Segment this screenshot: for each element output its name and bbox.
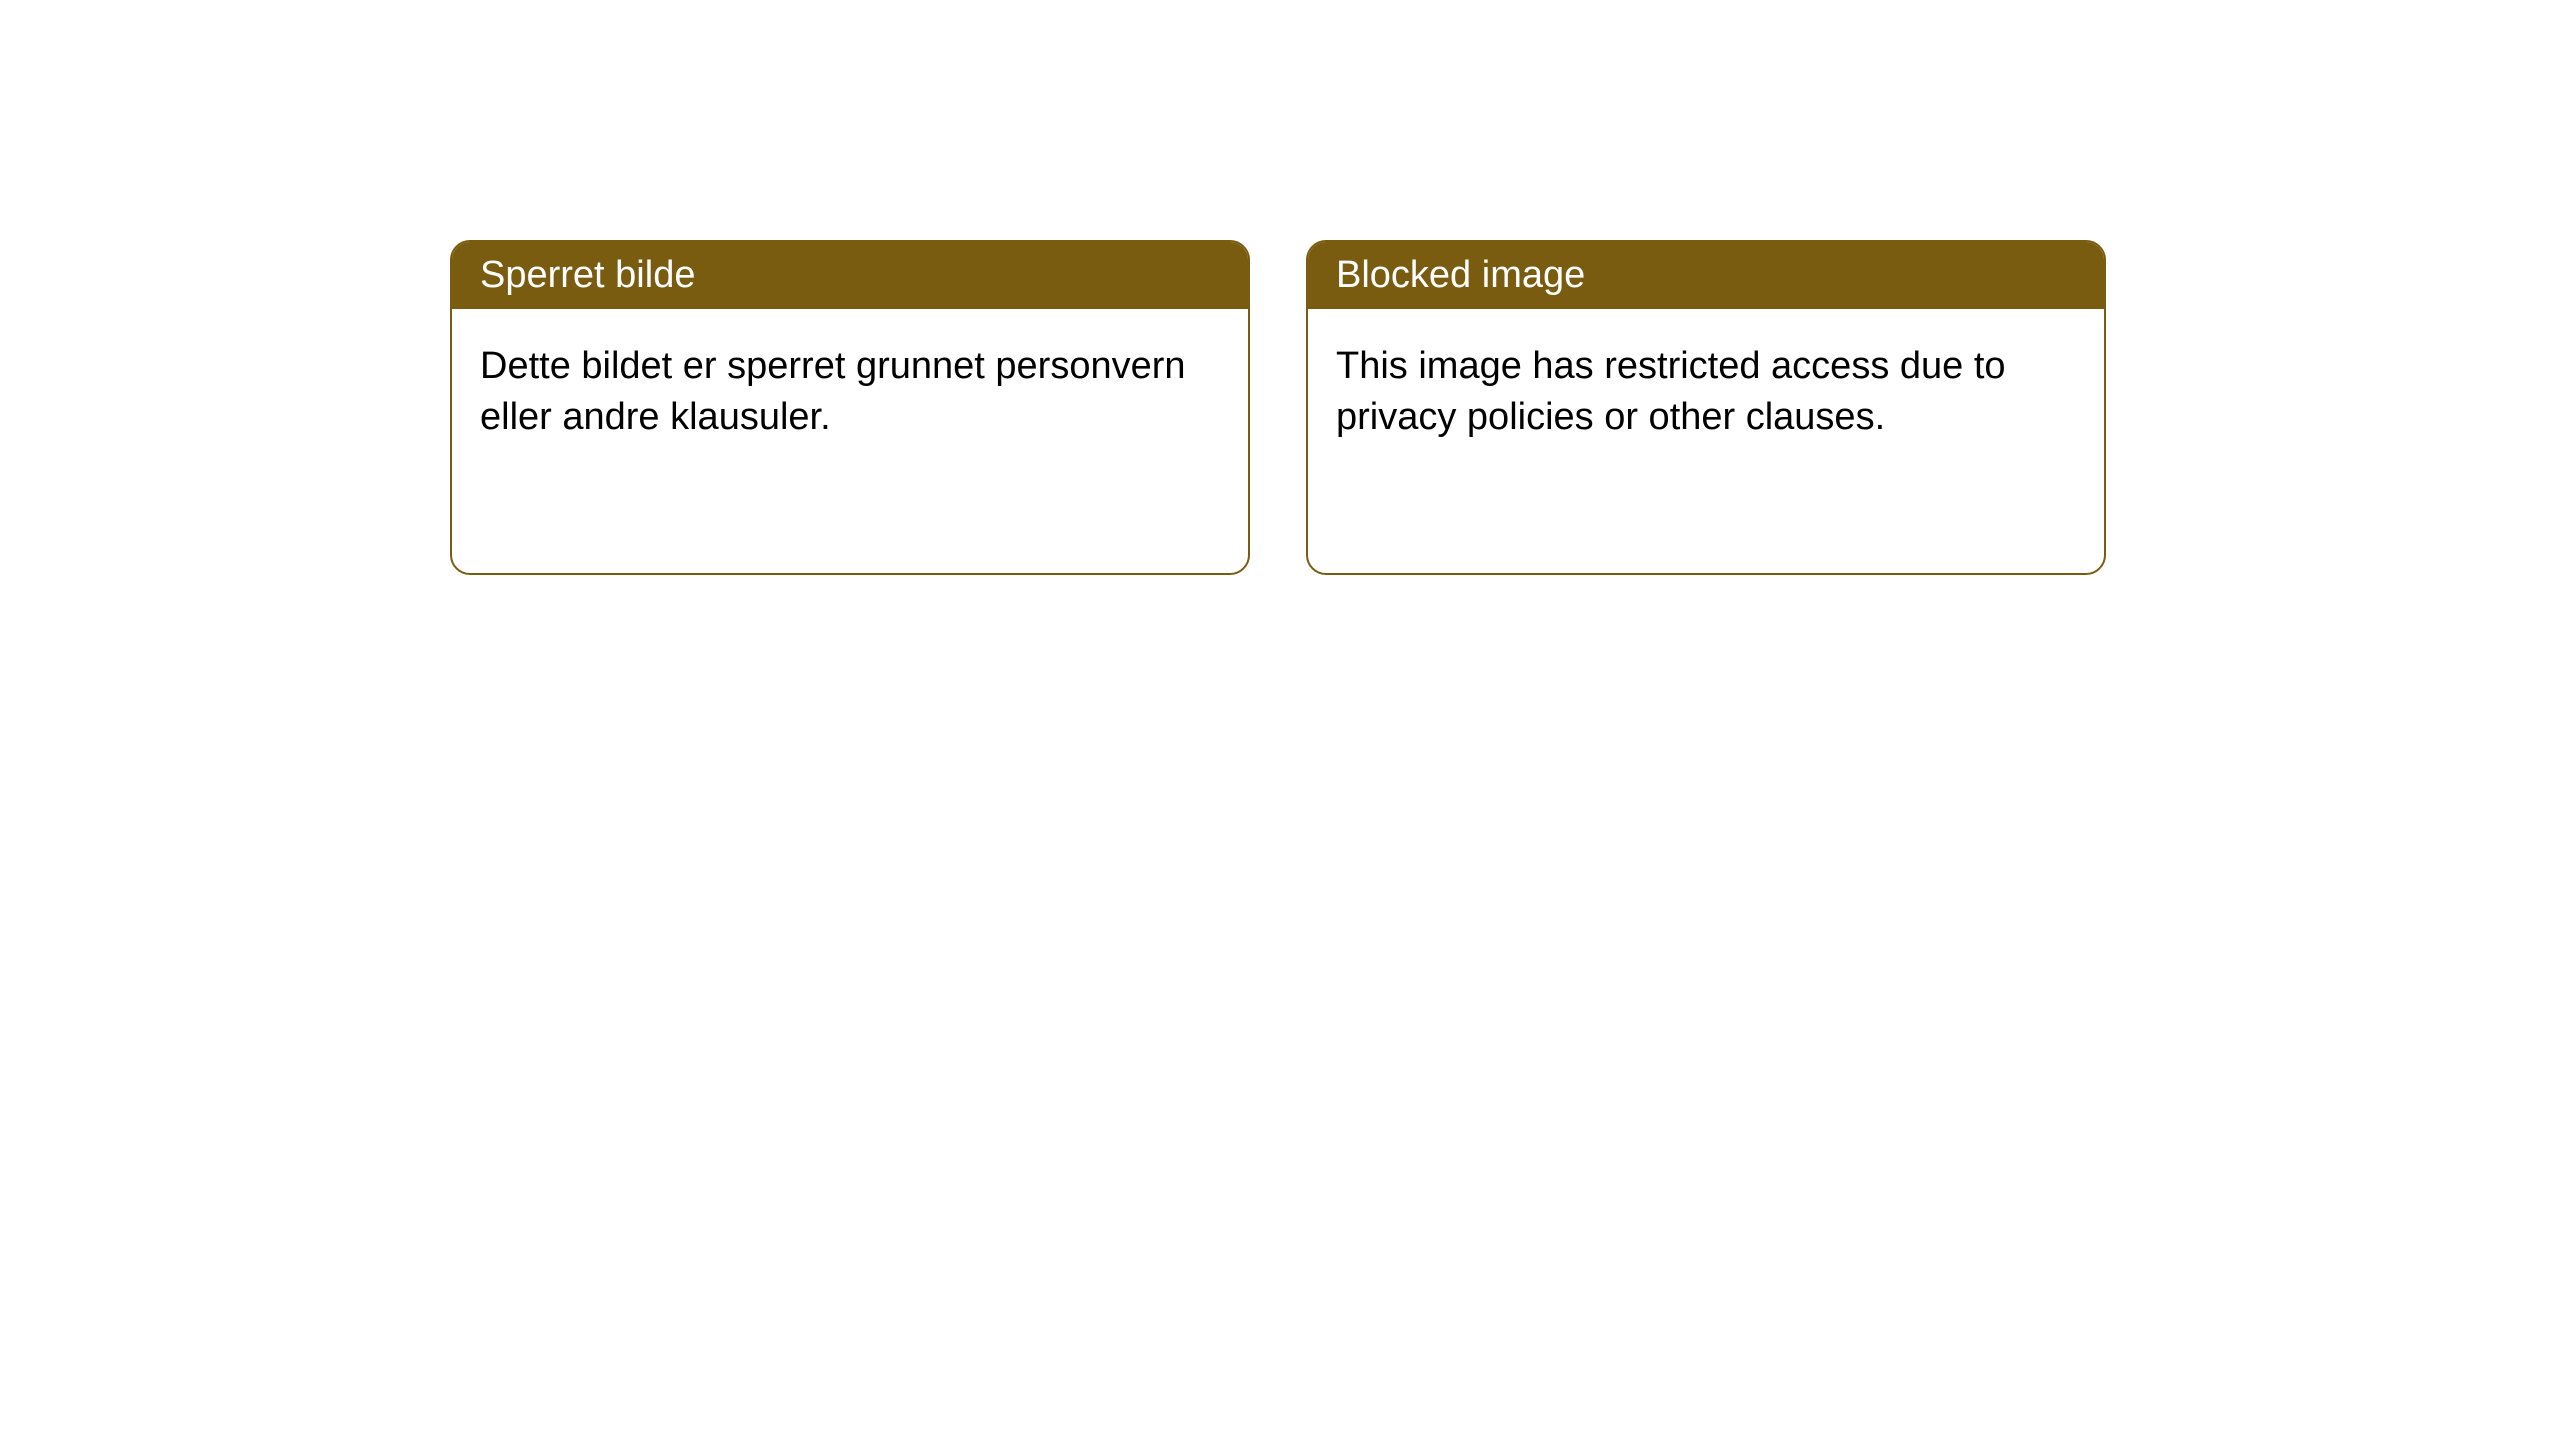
card-title: Blocked image bbox=[1336, 254, 1585, 296]
notice-container: Sperret bilde Dette bildet er sperret gr… bbox=[450, 240, 2106, 575]
card-body: Dette bildet er sperret grunnet personve… bbox=[452, 309, 1248, 476]
card-header: Sperret bilde bbox=[452, 242, 1248, 309]
notice-card-english: Blocked image This image has restricted … bbox=[1306, 240, 2106, 575]
card-body: This image has restricted access due to … bbox=[1308, 309, 2104, 476]
card-title: Sperret bilde bbox=[480, 254, 695, 296]
notice-card-norwegian: Sperret bilde Dette bildet er sperret gr… bbox=[450, 240, 1250, 575]
card-header: Blocked image bbox=[1308, 242, 2104, 309]
card-body-text: This image has restricted access due to … bbox=[1336, 345, 2006, 438]
card-body-text: Dette bildet er sperret grunnet personve… bbox=[480, 345, 1186, 438]
